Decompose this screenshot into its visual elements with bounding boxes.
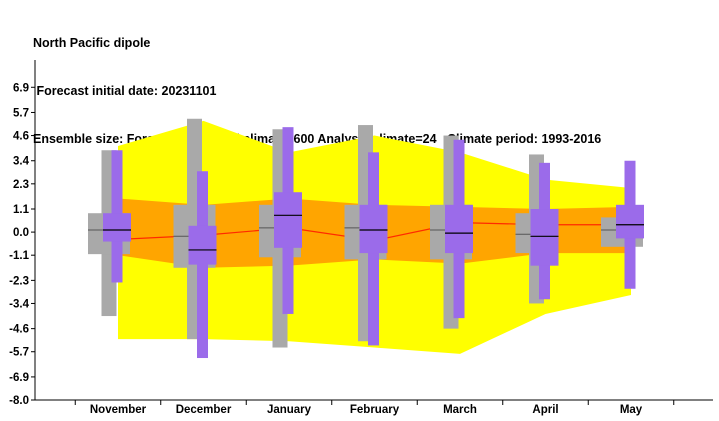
x-tick-label: January [267, 404, 312, 416]
y-tick-label: 3.4 [13, 156, 30, 168]
y-tick-label: -5.7 [9, 347, 29, 359]
x-tick-label: March [443, 404, 477, 416]
y-tick-label: 1.1 [13, 204, 30, 216]
forecast-box [359, 204, 388, 254]
y-tick-label: 0.0 [13, 227, 29, 239]
y-tick-label: -8.0 [9, 395, 29, 407]
y-tick-label: -4.6 [9, 324, 29, 336]
forecast-box [274, 192, 302, 248]
x-tick-label: December [176, 404, 232, 416]
x-tick-label: November [90, 404, 147, 416]
forecast-box [530, 209, 559, 266]
forecast-box [188, 225, 217, 265]
x-tick-label: February [350, 404, 400, 416]
y-tick-label: 6.9 [13, 82, 29, 94]
forecast-box [445, 204, 473, 254]
y-tick-label: -3.4 [9, 298, 29, 310]
x-tick-label: May [620, 404, 643, 416]
y-tick-label: -2.3 [9, 275, 29, 287]
x-tick-label: April [532, 404, 558, 416]
y-tick-label: 2.3 [13, 179, 29, 191]
chart-title: North Pacific dipole [33, 36, 151, 50]
forecast-box [616, 204, 644, 239]
y-tick-label: -1.1 [9, 250, 29, 262]
forecast-box [103, 213, 131, 242]
y-tick-label: 4.6 [13, 131, 29, 143]
chart-subtitle: Forecast initial date: 20231101 [33, 84, 217, 98]
y-tick-label: 5.7 [13, 107, 29, 119]
y-tick-label: -6.9 [9, 372, 29, 384]
